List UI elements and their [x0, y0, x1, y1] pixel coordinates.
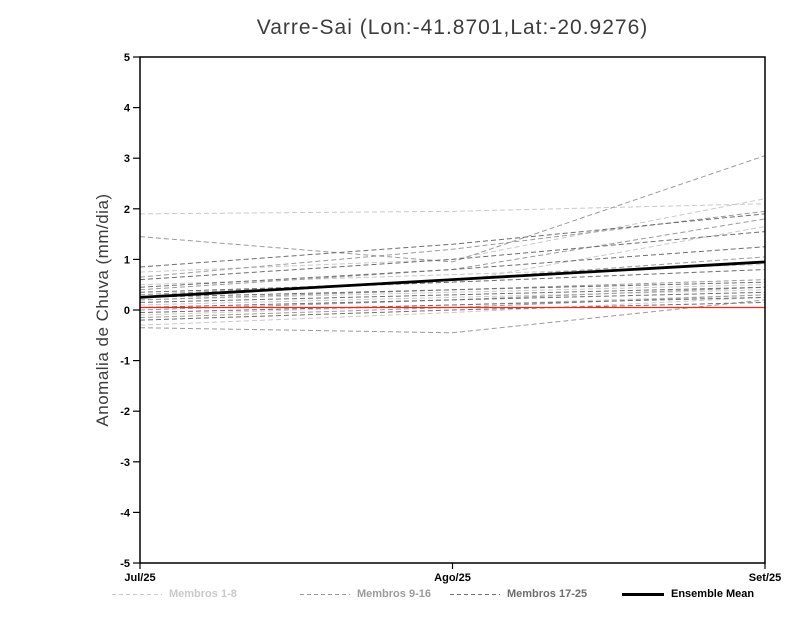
svg-text:3: 3 — [124, 153, 130, 165]
legend-swatch-membros-9-16 — [300, 593, 350, 595]
svg-text:Ago/25: Ago/25 — [434, 572, 471, 584]
legend-label-membros-9-16: Membros 9-16 — [357, 588, 431, 600]
svg-text:0: 0 — [124, 305, 130, 317]
legend-swatch-membros-1-8 — [112, 593, 162, 595]
svg-text:2: 2 — [124, 204, 130, 216]
svg-text:1: 1 — [124, 254, 130, 266]
legend-label-ensemble-mean: Ensemble Mean — [671, 588, 755, 600]
svg-text:-3: -3 — [120, 457, 130, 469]
legend-item-ensemble-mean: Ensemble Mean — [622, 584, 754, 604]
chart-title: Varre-Sai (Lon:-41.8701,Lat:-20.9276) — [256, 16, 649, 39]
legend-label-membros-17-25: Membros 17-25 — [507, 588, 588, 600]
svg-text:Set/25: Set/25 — [749, 572, 781, 584]
legend-label-membros-1-8: Membros 1-8 — [169, 588, 237, 600]
svg-text:-2: -2 — [120, 406, 130, 418]
legend-swatch-membros-17-25 — [450, 593, 500, 595]
legend-swatch-ensemble-mean — [622, 592, 664, 596]
legend-item-membros-1-8: Membros 1-8 — [112, 584, 237, 604]
svg-text:5: 5 — [124, 52, 130, 64]
legend-item-membros-17-25: Membros 17-25 — [450, 584, 587, 604]
svg-text:-1: -1 — [120, 356, 130, 368]
svg-text:4: 4 — [124, 103, 131, 115]
svg-text:Jul/25: Jul/25 — [124, 572, 155, 584]
legend: Membros 1-8 Membros 9-16 Membros 17-25 E… — [0, 584, 800, 608]
svg-text:-4: -4 — [120, 507, 131, 519]
svg-text:-5: -5 — [120, 558, 130, 570]
legend-item-membros-9-16: Membros 9-16 — [300, 584, 431, 604]
